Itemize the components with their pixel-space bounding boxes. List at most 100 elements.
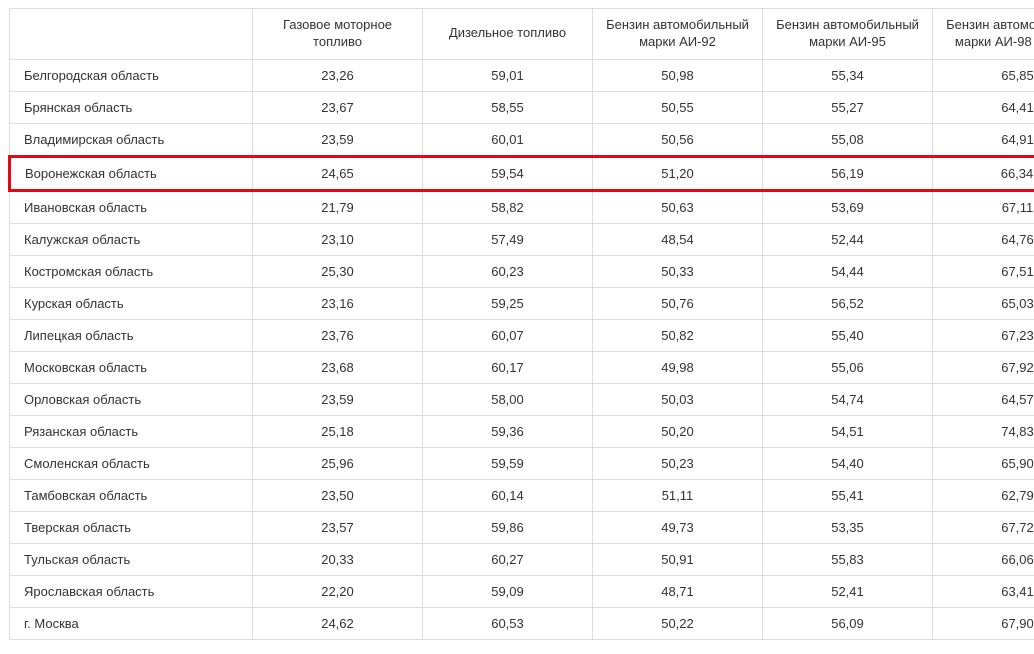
value-cell: 53,69 (763, 190, 933, 223)
table-row: Рязанская область25,1859,3650,2054,5174,… (10, 415, 1034, 447)
table-body: Белгородская область23,2659,0150,9855,34… (10, 59, 1034, 639)
value-cell: 60,23 (423, 255, 593, 287)
value-cell: 59,01 (423, 59, 593, 91)
value-cell: 64,76 (933, 223, 1034, 255)
region-cell: Калужская область (10, 223, 253, 255)
value-cell: 52,41 (763, 575, 933, 607)
value-cell: 52,44 (763, 223, 933, 255)
region-cell: Рязанская область (10, 415, 253, 447)
value-cell: 48,54 (593, 223, 763, 255)
value-cell: 60,07 (423, 319, 593, 351)
value-cell: 50,76 (593, 287, 763, 319)
value-cell: 50,23 (593, 447, 763, 479)
value-cell: 67,23 (933, 319, 1034, 351)
table-row: Курская область23,1659,2550,7656,5265,03 (10, 287, 1034, 319)
table-row: Ярославская область22,2059,0948,7152,416… (10, 575, 1034, 607)
value-cell: 49,73 (593, 511, 763, 543)
col-ai92: Бензин автомобильный марки АИ-92 (593, 9, 763, 60)
value-cell: 67,72 (933, 511, 1034, 543)
value-cell: 65,03 (933, 287, 1034, 319)
region-cell: Тульская область (10, 543, 253, 575)
value-cell: 55,34 (763, 59, 933, 91)
value-cell: 64,41 (933, 91, 1034, 123)
value-cell: 66,06 (933, 543, 1034, 575)
value-cell: 23,59 (253, 383, 423, 415)
value-cell: 50,82 (593, 319, 763, 351)
value-cell: 55,40 (763, 319, 933, 351)
region-cell: Брянская область (10, 91, 253, 123)
value-cell: 23,57 (253, 511, 423, 543)
region-cell: Белгородская область (10, 59, 253, 91)
col-diesel: Дизельное топливо (423, 9, 593, 60)
table-row: Белгородская область23,2659,0150,9855,34… (10, 59, 1034, 91)
table-row: Ивановская область21,7958,8250,6353,6967… (10, 190, 1034, 223)
value-cell: 59,59 (423, 447, 593, 479)
value-cell: 65,90 (933, 447, 1034, 479)
value-cell: 74,83 (933, 415, 1034, 447)
value-cell: 53,35 (763, 511, 933, 543)
region-cell: Костромская область (10, 255, 253, 287)
value-cell: 60,01 (423, 123, 593, 156)
region-cell: Тверская область (10, 511, 253, 543)
value-cell: 59,25 (423, 287, 593, 319)
region-cell: Московская область (10, 351, 253, 383)
value-cell: 56,19 (763, 156, 933, 190)
value-cell: 50,20 (593, 415, 763, 447)
value-cell: 64,57 (933, 383, 1034, 415)
value-cell: 25,30 (253, 255, 423, 287)
table-row: Костромская область25,3060,2350,3354,446… (10, 255, 1034, 287)
value-cell: 55,27 (763, 91, 933, 123)
value-cell: 59,86 (423, 511, 593, 543)
value-cell: 50,91 (593, 543, 763, 575)
value-cell: 54,74 (763, 383, 933, 415)
value-cell: 24,62 (253, 607, 423, 639)
value-cell: 51,20 (593, 156, 763, 190)
region-cell: Курская область (10, 287, 253, 319)
table-row: Московская область23,6860,1749,9855,0667… (10, 351, 1034, 383)
value-cell: 59,54 (423, 156, 593, 190)
value-cell: 55,06 (763, 351, 933, 383)
value-cell: 66,34 (933, 156, 1034, 190)
value-cell: 63,41 (933, 575, 1034, 607)
value-cell: 24,65 (253, 156, 423, 190)
col-ai98: Бензин автомобильный марки АИ-98 и выше (933, 9, 1034, 60)
region-cell: Смоленская область (10, 447, 253, 479)
value-cell: 59,36 (423, 415, 593, 447)
table-header: Газовое моторное топливо Дизельное топли… (10, 9, 1034, 60)
value-cell: 25,18 (253, 415, 423, 447)
value-cell: 51,11 (593, 479, 763, 511)
region-cell: Ивановская область (10, 190, 253, 223)
value-cell: 60,27 (423, 543, 593, 575)
col-gas-motor: Газовое моторное топливо (253, 9, 423, 60)
value-cell: 67,11 (933, 190, 1034, 223)
region-cell: Орловская область (10, 383, 253, 415)
value-cell: 23,76 (253, 319, 423, 351)
region-cell: Липецкая область (10, 319, 253, 351)
region-cell: Воронежская область (10, 156, 253, 190)
value-cell: 56,09 (763, 607, 933, 639)
value-cell: 58,00 (423, 383, 593, 415)
value-cell: 55,83 (763, 543, 933, 575)
value-cell: 65,85 (933, 59, 1034, 91)
value-cell: 62,79 (933, 479, 1034, 511)
table-row: Брянская область23,6758,5550,5555,2764,4… (10, 91, 1034, 123)
table-row: Тамбовская область23,5060,1451,1155,4162… (10, 479, 1034, 511)
table-row: Воронежская область24,6559,5451,2056,196… (10, 156, 1034, 190)
value-cell: 23,68 (253, 351, 423, 383)
value-cell: 22,20 (253, 575, 423, 607)
fuel-price-table: Газовое моторное топливо Дизельное топли… (8, 8, 1034, 640)
value-cell: 67,51 (933, 255, 1034, 287)
value-cell: 50,03 (593, 383, 763, 415)
value-cell: 23,26 (253, 59, 423, 91)
value-cell: 23,10 (253, 223, 423, 255)
value-cell: 50,55 (593, 91, 763, 123)
value-cell: 60,14 (423, 479, 593, 511)
value-cell: 50,33 (593, 255, 763, 287)
value-cell: 55,08 (763, 123, 933, 156)
table-row: г. Москва24,6260,5350,2256,0967,90 (10, 607, 1034, 639)
value-cell: 23,50 (253, 479, 423, 511)
table-row: Калужская область23,1057,4948,5452,4464,… (10, 223, 1034, 255)
value-cell: 54,40 (763, 447, 933, 479)
value-cell: 58,55 (423, 91, 593, 123)
value-cell: 48,71 (593, 575, 763, 607)
